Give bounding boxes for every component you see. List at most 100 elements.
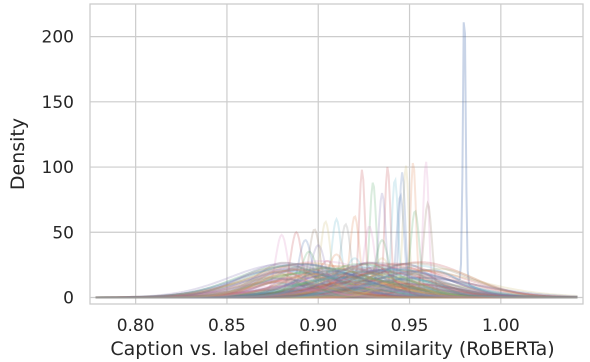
density-curve (95, 276, 578, 299)
density-curve (95, 287, 578, 299)
density-curve (95, 200, 578, 299)
density-curve (95, 192, 578, 299)
density-curve (95, 216, 578, 299)
density-curve (95, 267, 578, 299)
density-curve (95, 263, 578, 299)
density-curve (95, 282, 578, 299)
density-curve (95, 282, 578, 299)
density-curve (95, 228, 578, 299)
density-curve (95, 230, 578, 299)
density-curve (95, 261, 578, 299)
density-curve (95, 275, 578, 299)
density-curve (95, 279, 578, 299)
density-curve (95, 276, 578, 299)
density-curve (95, 263, 578, 299)
density-curve (95, 222, 578, 299)
density-curve (95, 277, 578, 299)
density-curve (95, 276, 578, 299)
density-curve (95, 280, 578, 299)
density-curve (95, 285, 578, 299)
density-curve (95, 261, 578, 299)
density-curve (95, 267, 578, 299)
density-curve (95, 271, 578, 299)
density-curve (95, 261, 578, 299)
density-curve (95, 262, 578, 299)
density-curve (95, 263, 578, 299)
density-curve (95, 286, 578, 299)
density-curve (95, 264, 578, 299)
y-tick-label: 100 (42, 158, 74, 178)
density-curve (95, 253, 578, 299)
density-curve (95, 286, 578, 299)
density-curve (95, 262, 578, 299)
density-curve (95, 282, 578, 299)
density-curve (95, 268, 578, 299)
density-curve (95, 273, 578, 299)
y-tick-labels: 0 50 100 150 200 (42, 28, 74, 309)
density-curve (95, 265, 578, 299)
density-curve (95, 268, 578, 299)
density-curve (95, 281, 578, 299)
density-curve (95, 219, 578, 299)
density-curve (95, 261, 578, 299)
density-curve (95, 259, 578, 299)
density-curve (95, 260, 578, 299)
density-curve (95, 285, 578, 299)
density-curve (95, 269, 578, 299)
density-curve (95, 282, 578, 299)
density-curve (95, 264, 578, 299)
density-curve (95, 265, 578, 299)
density-curve (95, 176, 578, 299)
density-curve (95, 272, 578, 299)
density-curve (95, 267, 578, 299)
density-curve (95, 274, 578, 299)
density-curve (95, 273, 578, 299)
density-curve (95, 288, 578, 299)
density-curve (95, 277, 578, 299)
x-tick-label: 0.85 (208, 316, 246, 336)
density-curve (95, 268, 578, 299)
density-curve (95, 244, 578, 299)
density-curve (95, 272, 578, 299)
density-curve (95, 276, 578, 299)
y-axis-label: Density (7, 118, 29, 190)
density-curve (95, 268, 578, 299)
density-curve (95, 282, 578, 299)
density-curve (95, 284, 578, 299)
density-curve (95, 276, 578, 299)
density-curve (95, 273, 578, 299)
density-curve (95, 263, 578, 299)
density-curve (95, 286, 578, 299)
density-curve (95, 262, 578, 299)
y-tick-label: 200 (42, 28, 74, 48)
density-curve (95, 283, 578, 299)
density-curve (95, 269, 578, 299)
grid-lines (90, 4, 583, 304)
density-curve (95, 288, 578, 299)
density-curve (95, 265, 578, 299)
density-curve (95, 263, 578, 299)
density-curve (95, 287, 578, 299)
density-curve (95, 280, 578, 299)
density-curve (95, 270, 578, 299)
density-curve (95, 162, 578, 299)
density-curve (95, 267, 578, 299)
density-curve (95, 273, 578, 299)
density-curve (95, 274, 578, 299)
density-curve (95, 267, 578, 299)
density-curve (95, 266, 578, 299)
density-curve (95, 262, 578, 299)
density-curve (95, 270, 578, 299)
density-curve (95, 271, 578, 299)
density-curve (95, 169, 578, 299)
density-curve (95, 182, 578, 299)
density-curve (95, 278, 578, 299)
density-curve (95, 22, 578, 299)
density-curve (95, 269, 578, 299)
density-curve (95, 272, 578, 299)
density-curve (95, 269, 578, 299)
density-curve (95, 271, 578, 299)
density-curve (95, 172, 578, 299)
density-curve (95, 270, 578, 299)
density-curve (95, 264, 578, 299)
